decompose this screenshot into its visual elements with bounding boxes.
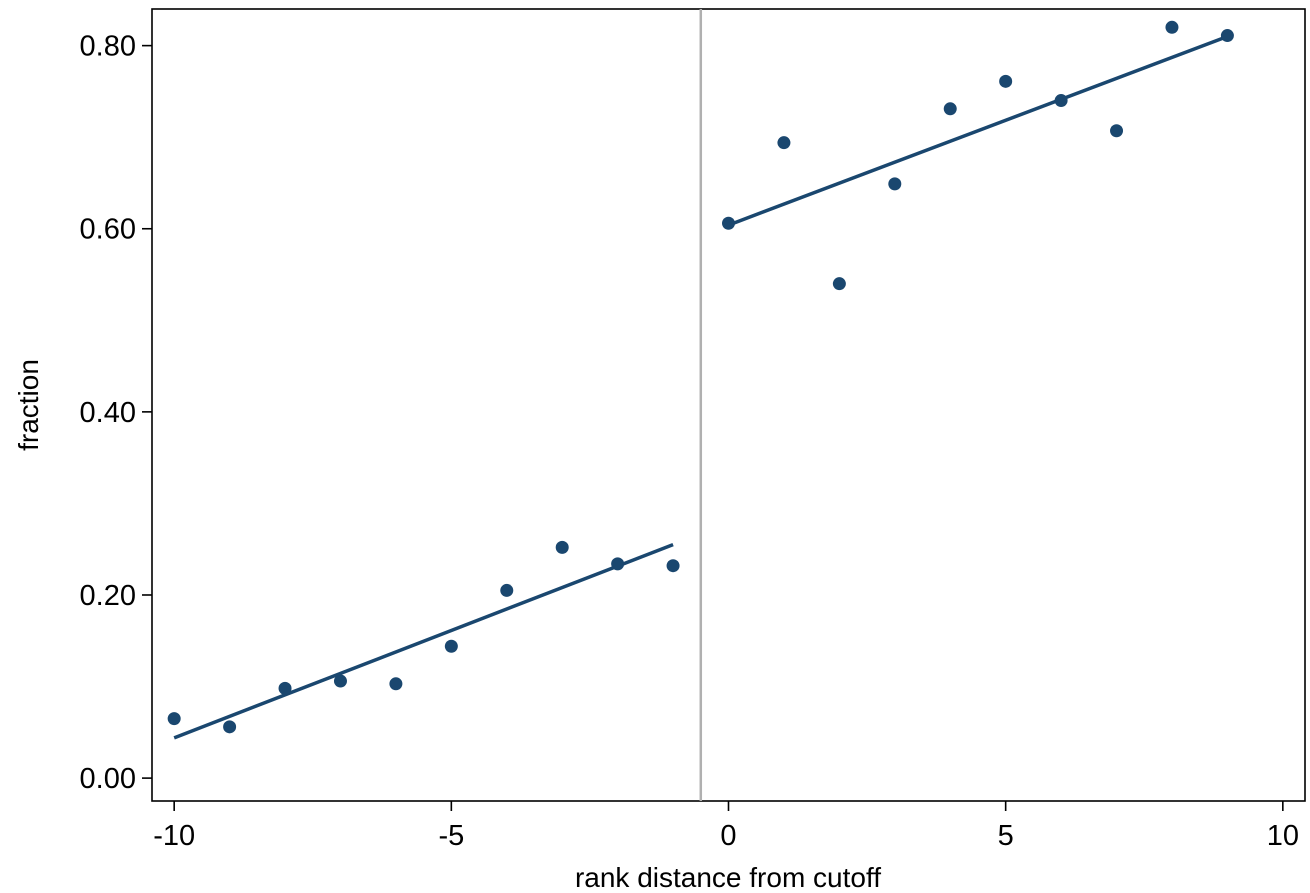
data-point (1054, 94, 1068, 108)
data-point (1220, 29, 1234, 43)
data-point (777, 136, 791, 150)
data-point (167, 712, 181, 726)
data-point (444, 639, 458, 653)
data-point (1165, 20, 1179, 34)
axis-ticks: -10 -5 0 5 10 0.00 0.20 0.40 0.60 0.80 (80, 31, 1299, 852)
fit-lines-layer (173, 34, 1229, 740)
plot-frame (151, 8, 1306, 802)
x-tick-label: -5 (438, 820, 464, 852)
x-tick-label: 0 (720, 820, 736, 852)
y-tick-label: 0.20 (80, 580, 136, 612)
fit-line (727, 34, 1229, 227)
data-point (722, 216, 735, 230)
y-tick-label: 0.00 (80, 763, 136, 795)
y-axis-title: fraction (13, 359, 44, 451)
x-tick-label: 5 (998, 820, 1014, 852)
data-point (223, 720, 237, 734)
data-point (333, 674, 347, 688)
data-point (666, 559, 680, 573)
data-point (500, 583, 514, 597)
x-tick-label: 10 (1267, 820, 1299, 852)
data-points-layer (167, 20, 1234, 734)
y-tick-label: 0.80 (80, 31, 136, 63)
x-axis-title: rank distance from cutoff (575, 862, 881, 893)
data-point (1110, 124, 1124, 138)
data-point (888, 177, 902, 191)
data-point (555, 540, 569, 554)
y-tick-label: 0.40 (80, 397, 136, 429)
data-point (389, 677, 403, 691)
data-point (611, 557, 625, 571)
y-tick-label: 0.60 (80, 214, 136, 246)
fit-line (173, 542, 674, 740)
x-tick-label: -10 (153, 820, 195, 852)
data-point (278, 681, 292, 695)
data-point (999, 74, 1013, 88)
data-point (832, 277, 846, 291)
data-point (943, 102, 957, 116)
